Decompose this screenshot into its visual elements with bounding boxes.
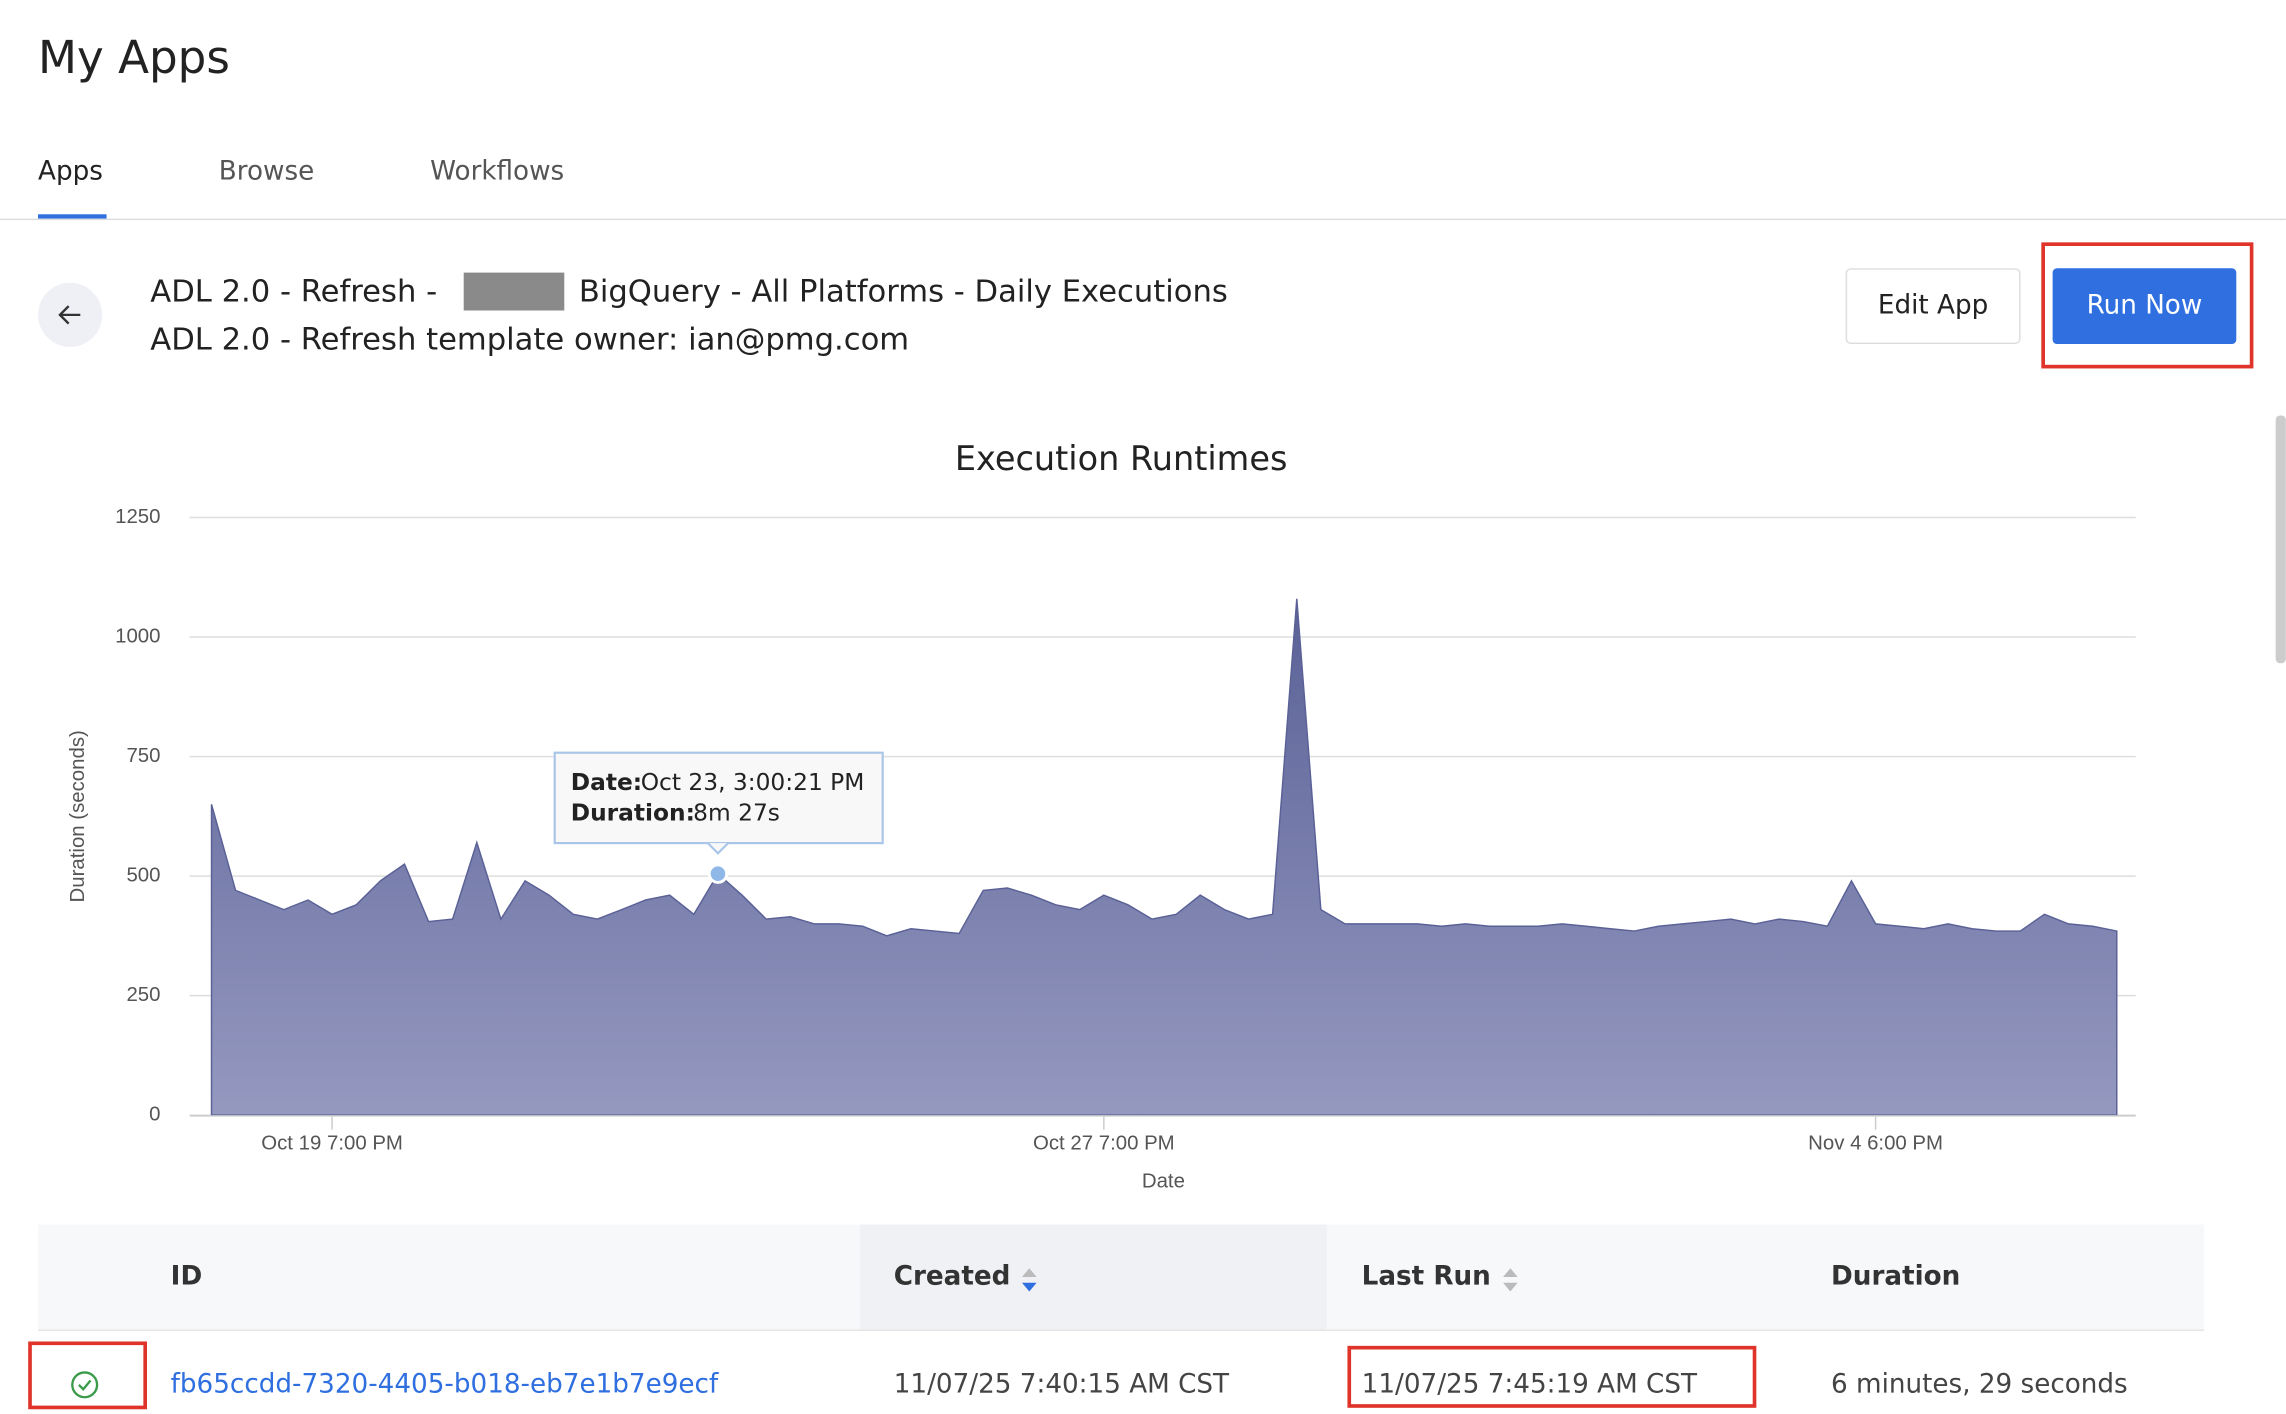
sort-icon[interactable]	[1503, 1268, 1518, 1277]
table-cell: 6 minutes, 29 seconds	[1831, 1369, 2128, 1399]
tab-underline	[38, 214, 107, 219]
column-header: Duration	[1831, 1261, 1960, 1291]
area	[210, 598, 2118, 1116]
tab[interactable]: Workflows	[430, 157, 564, 187]
back-arrow	[58, 305, 81, 325]
sort-icon[interactable]	[1022, 1268, 1037, 1277]
y-tick-label: 500	[126, 864, 160, 886]
scrollbar	[2275, 415, 2286, 664]
chart-title: Execution Runtimes	[955, 439, 1288, 478]
y-axis-label: Duration (seconds)	[67, 730, 89, 902]
y-tick-label: 1250	[115, 506, 160, 528]
x-tick-label: Nov 4 6:00 PM	[1808, 1133, 1943, 1155]
table: ID Created Last Run Duration fb65ccdd-7320-4…	[171, 1261, 2128, 1399]
table-cell: 11/07/25 7:40:15 AM CST	[894, 1369, 1230, 1399]
edit-button[interactable]	[1845, 268, 2021, 345]
app-title: BigQuery - All Platforms - Daily Executi…	[579, 275, 1228, 310]
tab[interactable]: Browse	[219, 157, 314, 187]
tab[interactable]: Apps	[38, 157, 103, 187]
app-subtitle: ADL 2.0 - Refresh template owner: ian@pm…	[150, 323, 909, 358]
run-id-link[interactable]: fb65ccdd-7320-4405-b018-eb7e1b7e9ecf	[171, 1369, 719, 1399]
highlight-box	[2041, 242, 2254, 369]
sort-icon[interactable]	[1022, 1282, 1037, 1292]
y-tick-label: 750	[126, 745, 160, 767]
x-tick-label: Oct 19 7:00 PM	[261, 1133, 403, 1155]
y-tick-label: 0	[149, 1104, 160, 1126]
highlight-box	[28, 1341, 148, 1410]
y-tick-label: 250	[126, 984, 160, 1006]
sorted-column-header	[860, 1224, 1327, 1330]
column-header: ID	[171, 1261, 203, 1291]
tooltip-point[interactable]	[707, 863, 729, 884]
column-header[interactable]: Last Run	[1362, 1261, 1491, 1291]
chart: 0 250 500 750 1000 1250 Oct 19 7:00 PM Oct 27 7…	[115, 506, 2136, 1155]
highlight-box	[1347, 1345, 1757, 1408]
tooltip-key: Duration:	[571, 799, 695, 826]
y-tick-label: 1000	[115, 625, 160, 647]
table-cell: 11/07/25 7:45:19 AM CST	[1362, 1369, 1698, 1399]
column-header[interactable]: Created	[894, 1261, 1011, 1291]
redaction	[463, 272, 565, 311]
status-check	[78, 1379, 92, 1391]
page-title: My Apps	[38, 31, 230, 84]
sort-icon[interactable]	[1503, 1282, 1518, 1292]
tooltip-pointer	[706, 842, 729, 855]
tooltip-value: 8m 27s	[693, 799, 780, 826]
x-axis-label: Date	[1142, 1171, 1185, 1193]
app-title: ADL 2.0 - Refresh -	[150, 275, 437, 310]
tooltip-value: Oct 23, 3:00:21 PM	[641, 769, 865, 796]
run-button-label: Run Now	[2087, 291, 2203, 321]
tooltip-key: Date:	[571, 769, 642, 796]
tooltip	[553, 751, 884, 845]
edit-button-label: Edit App	[1878, 291, 1988, 321]
x-tick-label: Oct 27 7:00 PM	[1033, 1133, 1175, 1155]
run-button[interactable]	[2052, 268, 2237, 345]
status-icon	[71, 1371, 99, 1399]
